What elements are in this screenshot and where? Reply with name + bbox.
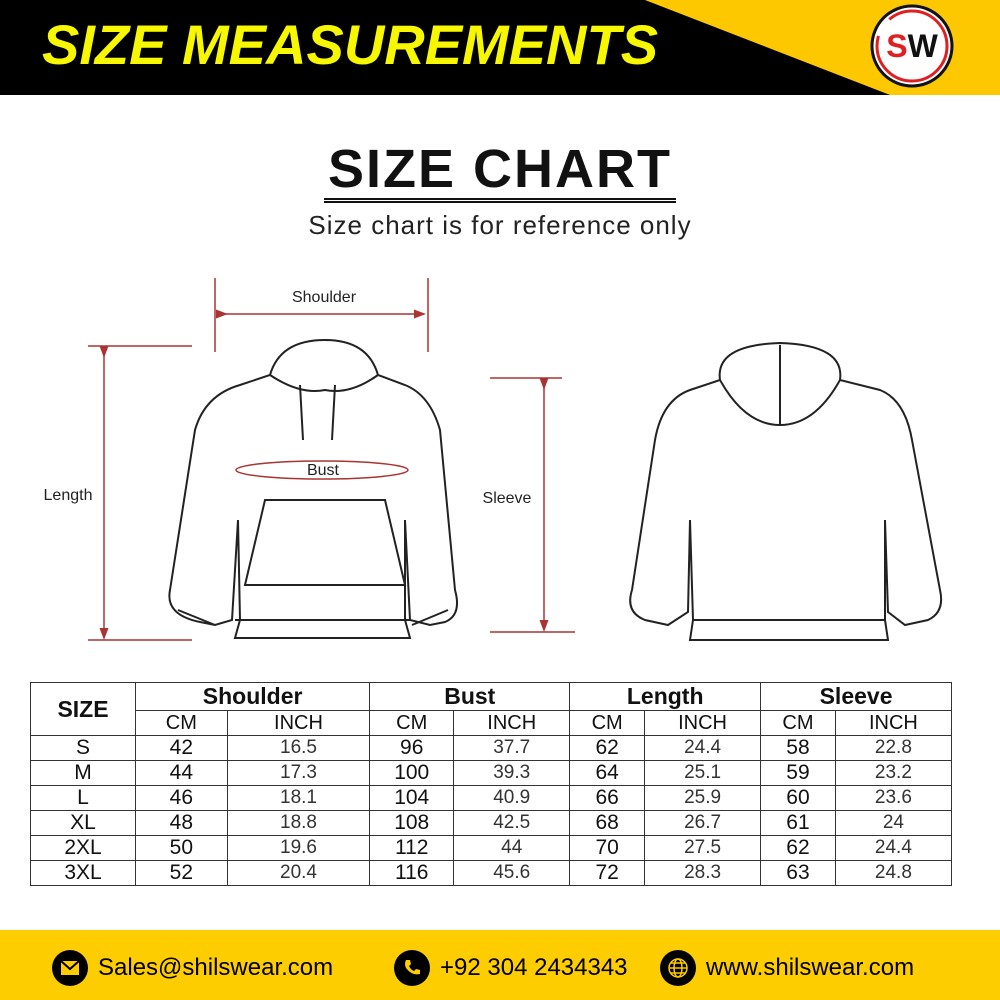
size-header: SIZE bbox=[30, 682, 136, 736]
globe-icon bbox=[660, 950, 696, 986]
size-cell: XL bbox=[30, 810, 136, 836]
sleeve-label: Sleeve bbox=[483, 490, 532, 507]
value-cell: 40.9 bbox=[453, 785, 571, 811]
value-cell: 22.8 bbox=[834, 735, 953, 761]
size-cell: S bbox=[30, 735, 136, 761]
value-cell: 59 bbox=[760, 760, 836, 786]
value-cell: 63 bbox=[760, 860, 836, 886]
size-cell: 2XL bbox=[30, 835, 136, 861]
value-cell: 19.6 bbox=[226, 835, 371, 861]
value-cell: 62 bbox=[760, 835, 836, 861]
value-cell: 70 bbox=[569, 835, 645, 861]
value-cell: 61 bbox=[760, 810, 836, 836]
value-cell: 62 bbox=[569, 735, 645, 761]
value-cell: 72 bbox=[569, 860, 645, 886]
value-cell: 52 bbox=[135, 860, 228, 886]
value-cell: 96 bbox=[369, 735, 455, 761]
table-row: S 42 16.5 96 37.7 62 24.4 58 22.8 bbox=[30, 735, 953, 761]
hoodie-back-illustration bbox=[629, 341, 943, 641]
size-cell: L bbox=[30, 785, 136, 811]
size-chart-title: SIZE CHART bbox=[324, 140, 676, 203]
value-cell: 44 bbox=[135, 760, 228, 786]
size-cell: M bbox=[30, 760, 136, 786]
value-cell: 100 bbox=[369, 760, 455, 786]
value-cell: 26.7 bbox=[643, 810, 762, 836]
value-cell: 28.3 bbox=[643, 860, 762, 886]
email-contact[interactable]: Sales@shilswear.com bbox=[52, 950, 333, 986]
value-cell: 37.7 bbox=[453, 735, 571, 761]
value-cell: 116 bbox=[369, 860, 455, 886]
value-cell: 24.4 bbox=[643, 735, 762, 761]
shoulder-label: Shoulder bbox=[292, 289, 357, 306]
value-cell: 48 bbox=[135, 810, 228, 836]
value-cell: 44 bbox=[453, 835, 571, 861]
value-cell: 60 bbox=[760, 785, 836, 811]
unit-header-inch: INCH bbox=[453, 710, 571, 736]
value-cell: 25.9 bbox=[643, 785, 762, 811]
group-header-sleeve: Sleeve bbox=[760, 682, 952, 711]
unit-header-cm: CM bbox=[135, 710, 228, 736]
value-cell: 16.5 bbox=[226, 735, 371, 761]
value-cell: 18.8 bbox=[226, 810, 371, 836]
value-cell: 17.3 bbox=[226, 760, 371, 786]
phone-contact[interactable]: +92 304 2434343 bbox=[394, 950, 628, 986]
value-cell: 20.4 bbox=[226, 860, 371, 886]
value-cell: 46 bbox=[135, 785, 228, 811]
value-cell: 50 bbox=[135, 835, 228, 861]
unit-header-inch: INCH bbox=[834, 710, 953, 736]
size-chart-heading: SIZE CHART bbox=[0, 140, 1000, 203]
brand-logo: SW bbox=[870, 4, 954, 88]
email-text: Sales@shilswear.com bbox=[98, 954, 334, 981]
value-cell: 24.4 bbox=[834, 835, 953, 861]
page-title: SIZE MEASUREMENTS bbox=[42, 13, 659, 76]
table-row: 2XL 50 19.6 112 44 70 27.5 62 24.4 bbox=[30, 835, 953, 861]
website-contact[interactable]: www.shilswear.com bbox=[660, 950, 914, 986]
table-row: L 46 18.1 104 40.9 66 25.9 60 23.6 bbox=[30, 785, 953, 811]
value-cell: 24 bbox=[834, 810, 953, 836]
value-cell: 112 bbox=[369, 835, 455, 861]
header-banner: SIZE MEASUREMENTS SW bbox=[0, 0, 1000, 95]
table-row: 3XL 52 20.4 116 45.6 72 28.3 63 24.8 bbox=[30, 860, 953, 886]
value-cell: 24.8 bbox=[834, 860, 953, 886]
length-label: Length bbox=[44, 487, 93, 504]
bust-label: Bust bbox=[307, 462, 340, 479]
group-header-length: Length bbox=[569, 682, 762, 711]
hoodie-front-illustration bbox=[168, 338, 458, 639]
size-chart-subtitle: Size chart is for reference only bbox=[308, 210, 692, 240]
size-table: SIZE Shoulder Bust Length Sleeve CM INCH C… bbox=[30, 682, 953, 886]
contact-footer: Sales@shilswear.com +92 304 2434343 www.… bbox=[0, 930, 1000, 1000]
size-cell: 3XL bbox=[30, 860, 136, 886]
unit-header-inch: INCH bbox=[643, 710, 762, 736]
value-cell: 58 bbox=[760, 735, 836, 761]
value-cell: 42 bbox=[135, 735, 228, 761]
value-cell: 23.2 bbox=[834, 760, 953, 786]
unit-header-inch: INCH bbox=[226, 710, 371, 736]
value-cell: 23.6 bbox=[834, 785, 953, 811]
value-cell: 64 bbox=[569, 760, 645, 786]
unit-header-cm: CM bbox=[569, 710, 645, 736]
table-row: M 44 17.3 100 39.3 64 25.1 59 23.2 bbox=[30, 760, 953, 786]
measurement-lines bbox=[88, 278, 575, 641]
value-cell: 108 bbox=[369, 810, 455, 836]
value-cell: 68 bbox=[569, 810, 645, 836]
unit-header-cm: CM bbox=[369, 710, 455, 736]
website-text: www.shilswear.com bbox=[706, 954, 915, 981]
phone-icon bbox=[394, 950, 430, 986]
mail-icon bbox=[52, 950, 88, 986]
hoodie-diagram: Shoulder Bust Length Sleeve bbox=[44, 278, 943, 641]
value-cell: 45.6 bbox=[453, 860, 571, 886]
value-cell: 104 bbox=[369, 785, 455, 811]
value-cell: 42.5 bbox=[453, 810, 571, 836]
svg-text:SW: SW bbox=[886, 28, 938, 64]
value-cell: 66 bbox=[569, 785, 645, 811]
value-cell: 25.1 bbox=[643, 760, 762, 786]
unit-header-cm: CM bbox=[760, 710, 836, 736]
table-row: XL 48 18.8 108 42.5 68 26.7 61 24 bbox=[30, 810, 953, 836]
phone-text: +92 304 2434343 bbox=[440, 954, 628, 981]
group-header-shoulder: Shoulder bbox=[134, 682, 371, 711]
value-cell: 27.5 bbox=[643, 835, 762, 861]
value-cell: 39.3 bbox=[453, 760, 571, 786]
value-cell: 18.1 bbox=[226, 785, 371, 811]
group-header-bust: Bust bbox=[369, 682, 571, 711]
